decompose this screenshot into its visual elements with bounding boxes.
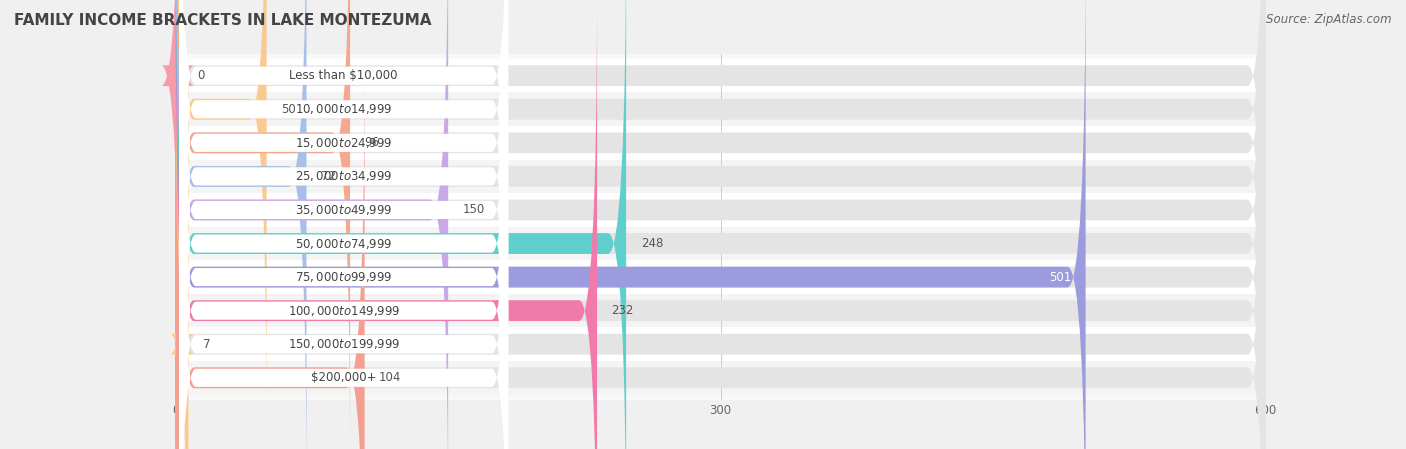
Text: $10,000 to $14,999: $10,000 to $14,999 — [295, 102, 392, 116]
Bar — [176, 193, 1265, 227]
FancyBboxPatch shape — [176, 0, 449, 449]
Text: 50: 50 — [281, 103, 295, 116]
Text: $15,000 to $24,999: $15,000 to $24,999 — [295, 136, 392, 150]
FancyBboxPatch shape — [180, 0, 508, 436]
FancyBboxPatch shape — [176, 0, 1265, 435]
FancyBboxPatch shape — [180, 0, 508, 449]
Text: 232: 232 — [612, 304, 634, 317]
FancyBboxPatch shape — [176, 0, 1265, 449]
FancyBboxPatch shape — [180, 0, 508, 449]
Text: Source: ZipAtlas.com: Source: ZipAtlas.com — [1267, 13, 1392, 26]
FancyBboxPatch shape — [176, 0, 307, 449]
FancyBboxPatch shape — [176, 0, 1265, 401]
FancyBboxPatch shape — [170, 19, 194, 449]
Bar — [176, 361, 1265, 395]
Text: $25,000 to $34,999: $25,000 to $34,999 — [295, 169, 392, 183]
FancyBboxPatch shape — [176, 0, 598, 449]
Text: 104: 104 — [380, 371, 402, 384]
Text: FAMILY INCOME BRACKETS IN LAKE MONTEZUMA: FAMILY INCOME BRACKETS IN LAKE MONTEZUMA — [14, 13, 432, 28]
FancyBboxPatch shape — [176, 0, 626, 449]
FancyBboxPatch shape — [180, 0, 508, 449]
FancyBboxPatch shape — [176, 0, 1265, 449]
Text: $50,000 to $74,999: $50,000 to $74,999 — [295, 237, 392, 251]
FancyBboxPatch shape — [180, 85, 508, 449]
Bar — [176, 159, 1265, 193]
Text: 0: 0 — [197, 69, 205, 82]
FancyBboxPatch shape — [162, 0, 194, 401]
FancyBboxPatch shape — [180, 51, 508, 449]
Text: $100,000 to $149,999: $100,000 to $149,999 — [288, 304, 399, 317]
FancyBboxPatch shape — [176, 0, 1265, 449]
FancyBboxPatch shape — [180, 0, 508, 402]
FancyBboxPatch shape — [176, 0, 1265, 449]
FancyBboxPatch shape — [176, 0, 350, 449]
FancyBboxPatch shape — [176, 53, 364, 449]
FancyBboxPatch shape — [180, 18, 508, 449]
Text: 96: 96 — [364, 136, 380, 150]
FancyBboxPatch shape — [176, 0, 1265, 449]
Bar — [176, 92, 1265, 126]
Text: $75,000 to $99,999: $75,000 to $99,999 — [295, 270, 392, 284]
FancyBboxPatch shape — [176, 0, 1265, 449]
Bar — [176, 126, 1265, 159]
Text: 150: 150 — [463, 203, 485, 216]
Bar — [176, 294, 1265, 327]
FancyBboxPatch shape — [176, 53, 1265, 449]
FancyBboxPatch shape — [180, 0, 508, 369]
Text: 7: 7 — [202, 338, 211, 351]
Text: $150,000 to $199,999: $150,000 to $199,999 — [288, 337, 399, 351]
FancyBboxPatch shape — [176, 19, 1265, 449]
Text: Less than $10,000: Less than $10,000 — [290, 69, 398, 82]
FancyBboxPatch shape — [180, 0, 508, 449]
Text: 248: 248 — [641, 237, 664, 250]
Bar — [176, 260, 1265, 294]
FancyBboxPatch shape — [176, 0, 267, 435]
Text: 501: 501 — [1049, 271, 1071, 284]
Text: $200,000+: $200,000+ — [311, 371, 377, 384]
Bar — [176, 327, 1265, 361]
Text: 72: 72 — [321, 170, 336, 183]
Bar — [176, 227, 1265, 260]
FancyBboxPatch shape — [176, 0, 1085, 449]
Text: $35,000 to $49,999: $35,000 to $49,999 — [295, 203, 392, 217]
Bar — [176, 59, 1265, 92]
